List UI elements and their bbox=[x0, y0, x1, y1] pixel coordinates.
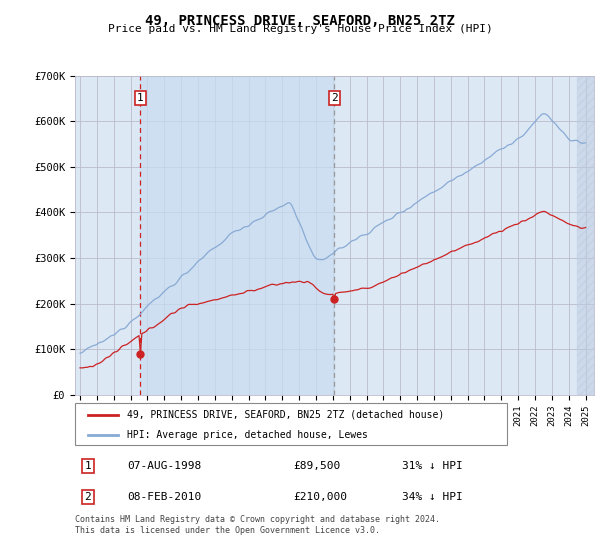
Text: 34% ↓ HPI: 34% ↓ HPI bbox=[402, 492, 463, 502]
Bar bbox=[577, 76, 594, 395]
Text: 08-FEB-2010: 08-FEB-2010 bbox=[127, 492, 201, 502]
Text: £89,500: £89,500 bbox=[293, 461, 340, 471]
Text: 49, PRINCESS DRIVE, SEAFORD, BN25 2TZ (detached house): 49, PRINCESS DRIVE, SEAFORD, BN25 2TZ (d… bbox=[127, 410, 444, 420]
Text: 1: 1 bbox=[85, 461, 91, 471]
Text: 31% ↓ HPI: 31% ↓ HPI bbox=[402, 461, 463, 471]
Text: 07-AUG-1998: 07-AUG-1998 bbox=[127, 461, 201, 471]
Text: £210,000: £210,000 bbox=[293, 492, 347, 502]
Text: 1: 1 bbox=[137, 93, 144, 103]
Text: HPI: Average price, detached house, Lewes: HPI: Average price, detached house, Lewe… bbox=[127, 430, 368, 440]
Bar bbox=[140, 76, 334, 395]
Text: 2: 2 bbox=[331, 93, 338, 103]
Text: 49, PRINCESS DRIVE, SEAFORD, BN25 2TZ: 49, PRINCESS DRIVE, SEAFORD, BN25 2TZ bbox=[145, 14, 455, 28]
Text: 2: 2 bbox=[85, 492, 91, 502]
Text: Price paid vs. HM Land Registry's House Price Index (HPI): Price paid vs. HM Land Registry's House … bbox=[107, 24, 493, 34]
FancyBboxPatch shape bbox=[75, 403, 507, 445]
Text: Contains HM Land Registry data © Crown copyright and database right 2024.
This d: Contains HM Land Registry data © Crown c… bbox=[75, 515, 440, 535]
